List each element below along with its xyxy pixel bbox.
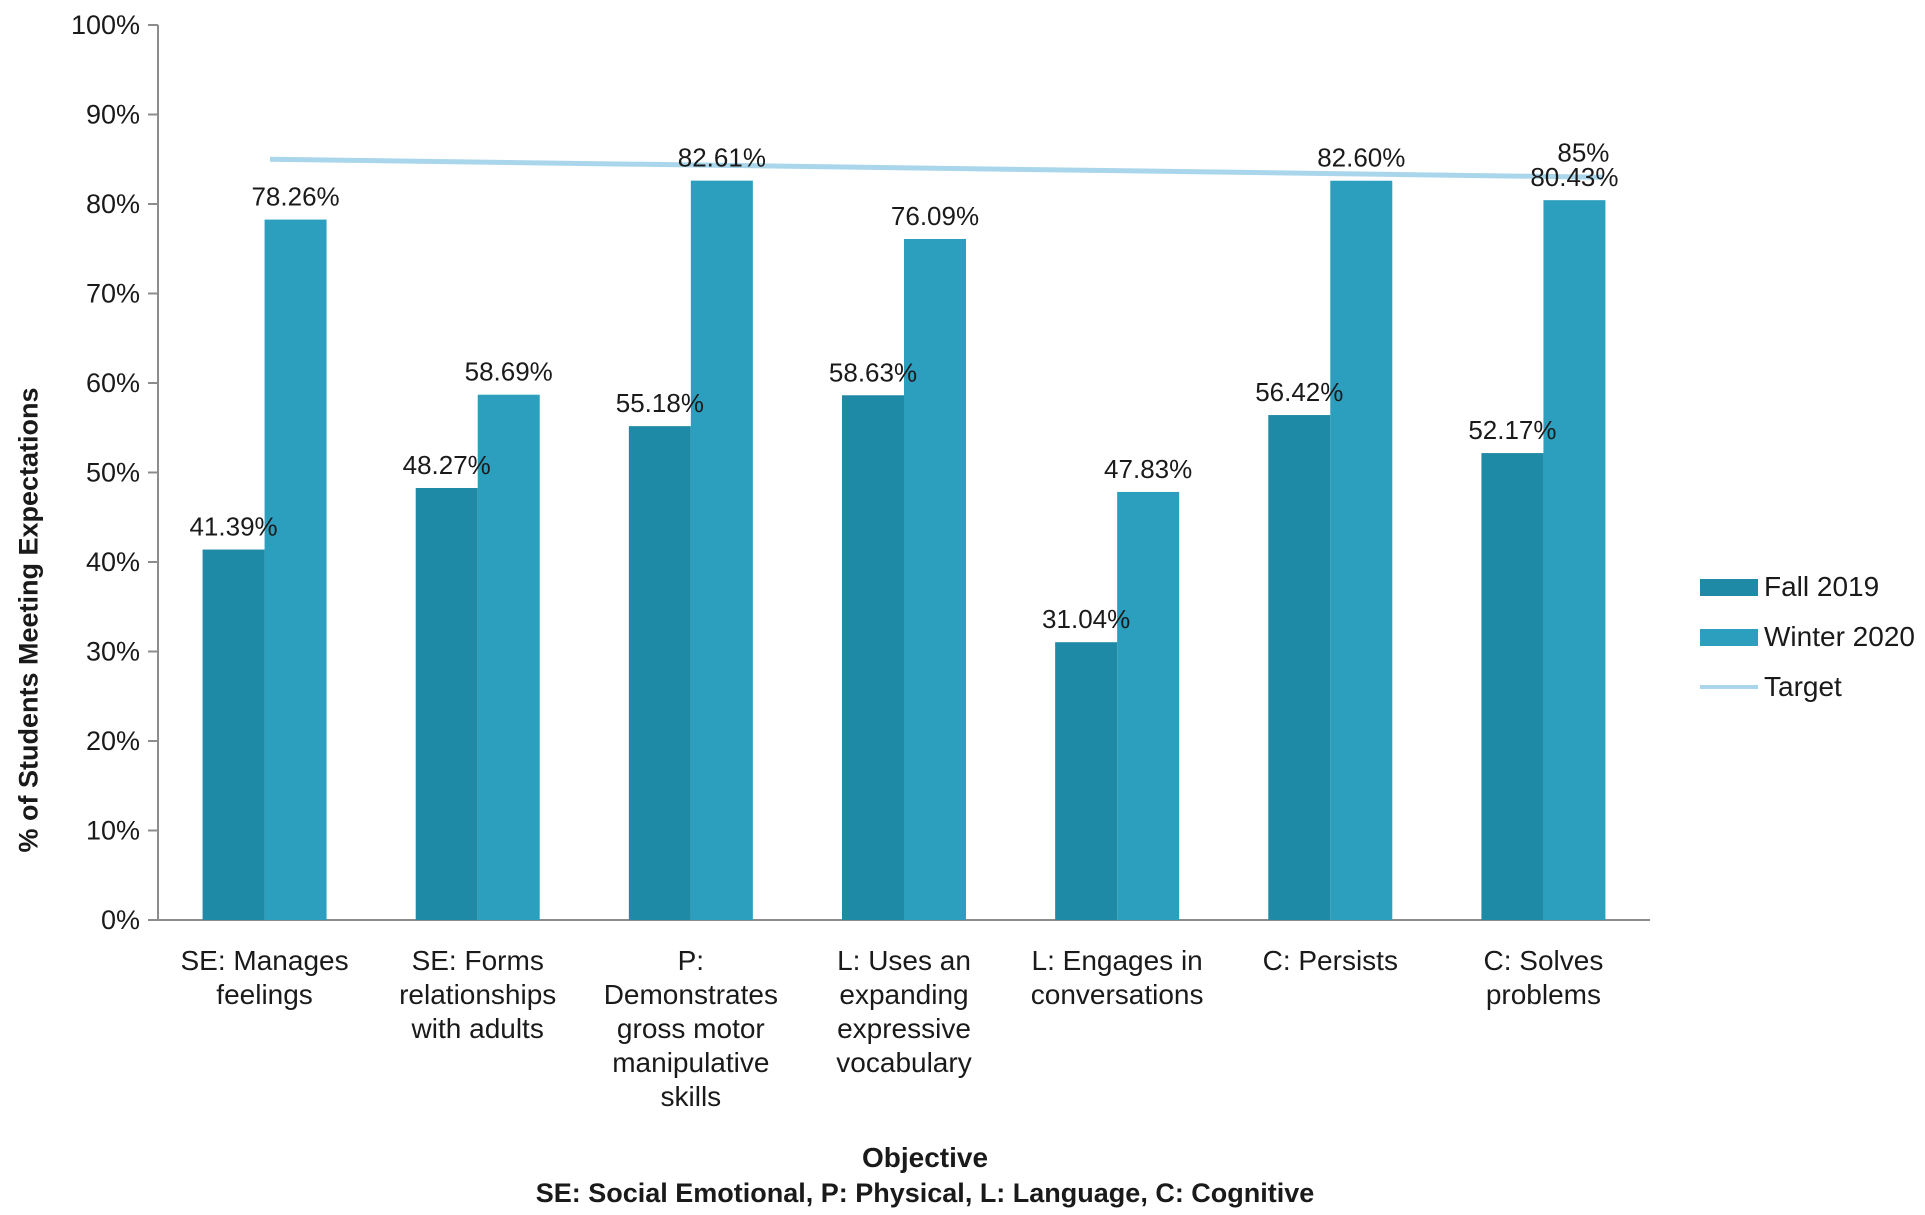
x-tick-label: SE: Manages feelings [180,945,349,1010]
y-tick-label: 60% [86,368,140,398]
legend-label-target: Target [1764,671,1842,702]
y-axis-title-text: % of Students Meeting Expectations [13,387,44,853]
bar-winter-2020 [1543,200,1606,921]
bar-value-label: 58.63% [829,357,917,387]
target-line-group: 85% [269,137,1609,180]
x-tick-label: SE: Forms relationships with adults [399,945,557,1044]
bar-value-label: 78.26% [251,182,339,212]
legend-item-winter-2020: Winter 2020 [1700,612,1915,662]
legend: Fall 2019 Winter 2020 Target [1700,562,1915,712]
bar-value-label: 82.61% [678,143,766,173]
bar-value-label: 31.04% [1042,604,1130,634]
x-axis-title: Objective [861,1142,989,1173]
target-line [269,156,1604,180]
y-tick-label: 50% [86,458,140,488]
bar-value-label: 47.83% [1104,454,1192,484]
bar-value-label: 56.42% [1255,377,1343,407]
bar-value-label: 48.27% [403,450,491,480]
bar-winter-2020 [477,394,540,920]
y-tick-label: 20% [86,726,140,756]
y-tick-label: 10% [86,816,140,846]
x-tick-label: L: Uses an expanding expressive vocabula… [836,945,972,1078]
y-axis-title: % of Students Meeting Expectations [4,380,54,860]
bar-fall-2019 [1055,642,1118,920]
bar-fall-2019 [202,549,265,920]
bar-value-label: 58.69% [465,357,553,387]
y-tick-label: 80% [86,189,140,219]
x-tick-label: L: Engages in conversations [1030,945,1204,1010]
bar-winter-2020 [904,238,966,920]
bar-winter-2020 [1330,180,1393,921]
legend-label-winter-2020: Winter 2020 [1764,621,1915,652]
bar-fall-2019 [628,426,691,920]
bar-winter-2020 [264,219,327,920]
legend-label-fall-2019: Fall 2019 [1764,571,1880,602]
y-tick-label: 0% [101,905,140,935]
legend-item-target: Target [1700,662,1915,712]
bar-fall-2019 [415,487,478,920]
bar-value-label: 80.43% [1530,162,1618,192]
bar-fall-2019 [842,395,904,921]
bar-value-label: 41.39% [189,512,277,542]
y-tick-label: 40% [86,547,140,577]
bars [202,180,1606,921]
legend-swatch-fall-2019 [1700,578,1758,596]
y-tick-label: 100% [71,10,140,40]
bar-value-label: 52.17% [1468,415,1556,445]
bar-value-label: 55.18% [616,388,704,418]
y-axis: 0% 10% 20% 30% 40% 50% 60% 70% 80% 90% 100% [71,10,1650,935]
bar-winter-2020 [1117,491,1180,920]
bar-winter-2020 [690,180,753,920]
y-tick-label: 30% [86,637,140,667]
x-tick-label: C: Solves problems [1483,945,1604,1010]
x-tick-label: P: Demonstrates gross motor manipulative… [603,945,778,1112]
legend-swatch-winter-2020 [1700,628,1758,646]
bar-labels: 41.39% 78.26% 48.27% 58.69% 55.18% 82.61% 58.6… [189,143,1618,635]
x-tick-label: C: Persists [1262,945,1398,976]
target-value-label: 85% [1557,137,1609,167]
y-tick-label: 70% [86,279,140,309]
bar-fall-2019 [1481,453,1544,920]
bar-fall-2019 [1268,415,1331,920]
bar-value-label: 82.60% [1317,143,1405,173]
bar-value-label: 76.09% [891,201,979,231]
legend-item-fall-2019: Fall 2019 [1700,562,1915,612]
x-axis-note: SE: Social Emotional, P: Physical, L: La… [535,1178,1315,1208]
legend-line-target [1700,685,1758,689]
y-tick-label: 90% [86,100,140,130]
